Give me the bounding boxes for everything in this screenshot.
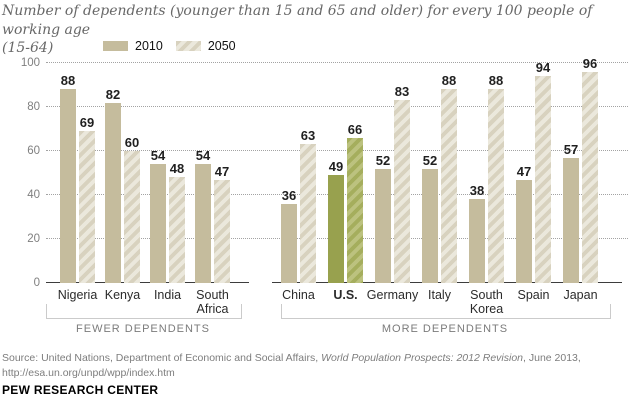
legend-item-2050: 2050 xyxy=(175,39,236,53)
bar-2050-germany xyxy=(394,100,410,283)
bar-2010-china xyxy=(281,203,297,283)
x-label-spain: Spain xyxy=(517,288,550,302)
bar-2050-spain xyxy=(535,76,551,283)
bar-2010-u-s xyxy=(328,175,344,283)
bar-2050-india xyxy=(169,177,185,283)
x-label-italy: Italy xyxy=(428,288,451,302)
value-label-2050-china: 63 xyxy=(300,128,316,144)
value-label-2010-kenya: 82 xyxy=(105,86,121,102)
value-label-2050-japan: 96 xyxy=(582,55,598,71)
source-text: Source: United Nations, Department of Ec… xyxy=(2,352,322,364)
group-label-more-dependents: MORE DEPENDENTS xyxy=(381,323,509,335)
x-label-germany: Germany xyxy=(366,288,419,302)
value-label-2010-china: 36 xyxy=(281,187,297,203)
source-publication: World Population Prospects: 2012 Revisio… xyxy=(321,352,524,364)
x-label-kenya: Kenya xyxy=(104,288,141,302)
bar-2010-japan xyxy=(563,157,579,283)
value-label-2010-germany: 52 xyxy=(375,152,391,168)
legend-swatch-2050 xyxy=(175,41,201,51)
bar-2010-italy xyxy=(422,168,438,283)
value-label-2050-u-s: 66 xyxy=(347,121,363,137)
bar-2010-germany xyxy=(375,168,391,283)
x-label-south-korea: South Korea xyxy=(469,288,504,316)
legend-label-2010: 2010 xyxy=(135,39,163,53)
value-label-2050-germany: 83 xyxy=(394,84,410,100)
bar-2010-south-korea xyxy=(469,199,485,283)
value-label-2010-nigeria: 88 xyxy=(60,73,76,89)
y-tick-label-80: 80 xyxy=(27,101,40,113)
legend-item-2010: 2010 xyxy=(103,39,163,53)
chart-title-line1: Number of dependents (younger than 15 an… xyxy=(2,3,593,38)
x-axis-line-1 xyxy=(46,282,249,283)
value-label-2050-south-africa: 47 xyxy=(214,163,230,179)
value-label-2050-italy: 88 xyxy=(441,73,457,89)
bar-2050-u-s xyxy=(347,137,363,283)
value-label-2050-nigeria: 69 xyxy=(79,115,95,131)
chart-title: Number of dependents (younger than 15 an… xyxy=(2,2,634,58)
bar-2050-nigeria xyxy=(79,131,95,283)
bar-2050-kenya xyxy=(124,151,140,283)
source-date-url: , June 2013, http://esa.un.org/unpd/wpp/… xyxy=(2,352,581,379)
value-label-2010-india: 54 xyxy=(150,148,166,164)
y-tick-label-20: 20 xyxy=(27,233,40,245)
value-label-2010-italy: 52 xyxy=(422,152,438,168)
bar-2050-japan xyxy=(582,71,598,283)
x-label-china: China xyxy=(282,288,315,302)
x-label-india: India xyxy=(153,288,182,302)
value-label-2050-south-korea: 88 xyxy=(488,73,504,89)
chart-title-line2: (15-64) xyxy=(2,40,54,56)
x-label-south-africa: South Africa xyxy=(196,288,229,316)
bar-2050-italy xyxy=(441,89,457,283)
gridline-60 xyxy=(46,150,628,151)
bar-2010-kenya xyxy=(105,102,121,283)
plot-area: 0 20 40 60 80 100 88 69 Nigeria 82 60 Kenya 54 48 Indi… xyxy=(0,57,640,335)
group-label-fewer-dependents: FEWER DEPENDENTS xyxy=(76,323,210,335)
x-label-japan: Japan xyxy=(563,288,598,302)
value-label-2010-u-s: 49 xyxy=(328,159,344,175)
y-tick-label-40: 40 xyxy=(27,189,40,201)
group-bracket-fewer-dependents xyxy=(46,304,242,319)
value-label-2050-india: 48 xyxy=(169,161,185,177)
legend-label-2050: 2050 xyxy=(207,39,236,53)
legend: 2010 2050 xyxy=(103,39,236,53)
value-label-2050-kenya: 60 xyxy=(124,135,140,150)
x-label-u-s: U.S. xyxy=(333,288,358,302)
value-label-2010-south-africa: 54 xyxy=(195,148,211,164)
bar-2010-south-africa xyxy=(195,164,211,283)
value-label-2010-japan: 57 xyxy=(563,141,579,157)
gridline-80 xyxy=(46,106,628,107)
bar-2010-spain xyxy=(516,179,532,283)
source-note: Source: United Nations, Department of Ec… xyxy=(2,351,636,380)
value-label-2010-south-korea: 38 xyxy=(469,183,485,199)
bar-2010-nigeria xyxy=(60,89,76,283)
bar-2050-south-korea xyxy=(488,89,504,283)
bar-2010-india xyxy=(150,164,166,283)
bar-2050-china xyxy=(300,144,316,283)
value-label-2050-spain: 94 xyxy=(535,60,551,76)
gridline-100 xyxy=(46,62,628,63)
value-label-2010-spain: 47 xyxy=(516,163,532,179)
y-tick-label-0: 0 xyxy=(33,277,40,289)
y-tick-label-100: 100 xyxy=(20,57,40,69)
bar-2050-south-africa xyxy=(214,179,230,283)
y-tick-label-60: 60 xyxy=(27,145,40,157)
group-bracket-more-dependents xyxy=(281,304,611,319)
legend-swatch-2010 xyxy=(103,41,128,51)
x-label-nigeria: Nigeria xyxy=(57,288,98,302)
pew-research-center-wordmark: PEW RESEARCH CENTER xyxy=(2,383,159,397)
